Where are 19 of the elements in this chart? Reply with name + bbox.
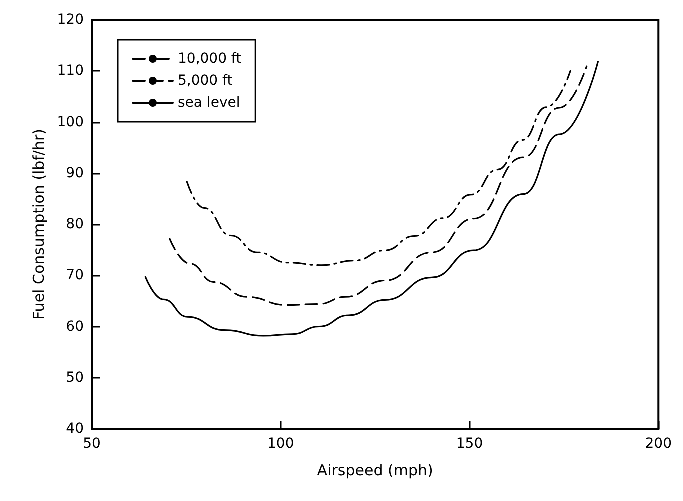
line-series — [169, 66, 588, 306]
y-tick-label: 60 — [66, 318, 84, 335]
y-tick-label: 90 — [66, 165, 84, 182]
y-tick-label: 100 — [57, 114, 84, 130]
legend-label: sea level — [178, 95, 240, 111]
x-tick-label: 50 — [83, 436, 101, 452]
x-tick-label: 200 — [645, 436, 672, 452]
y-tick-label: 70 — [66, 268, 84, 284]
y-tick-label: 110 — [57, 63, 84, 80]
legend-label: 10,000 ft — [178, 51, 242, 67]
y-tick-label: 80 — [66, 216, 84, 232]
y-tick-label: 50 — [66, 370, 84, 386]
y-axis-title: Fuel Consumption (lbf/hr) — [30, 129, 48, 320]
x-tick-label: 150 — [456, 436, 484, 452]
y-tick-label: 120 — [57, 12, 84, 28]
legend-label: 5,000 ft — [178, 73, 234, 89]
x-axis-title: Airspeed (mph) — [317, 462, 434, 480]
y-tick-label: 40 — [66, 421, 84, 437]
x-tick-label: 100 — [268, 436, 294, 452]
